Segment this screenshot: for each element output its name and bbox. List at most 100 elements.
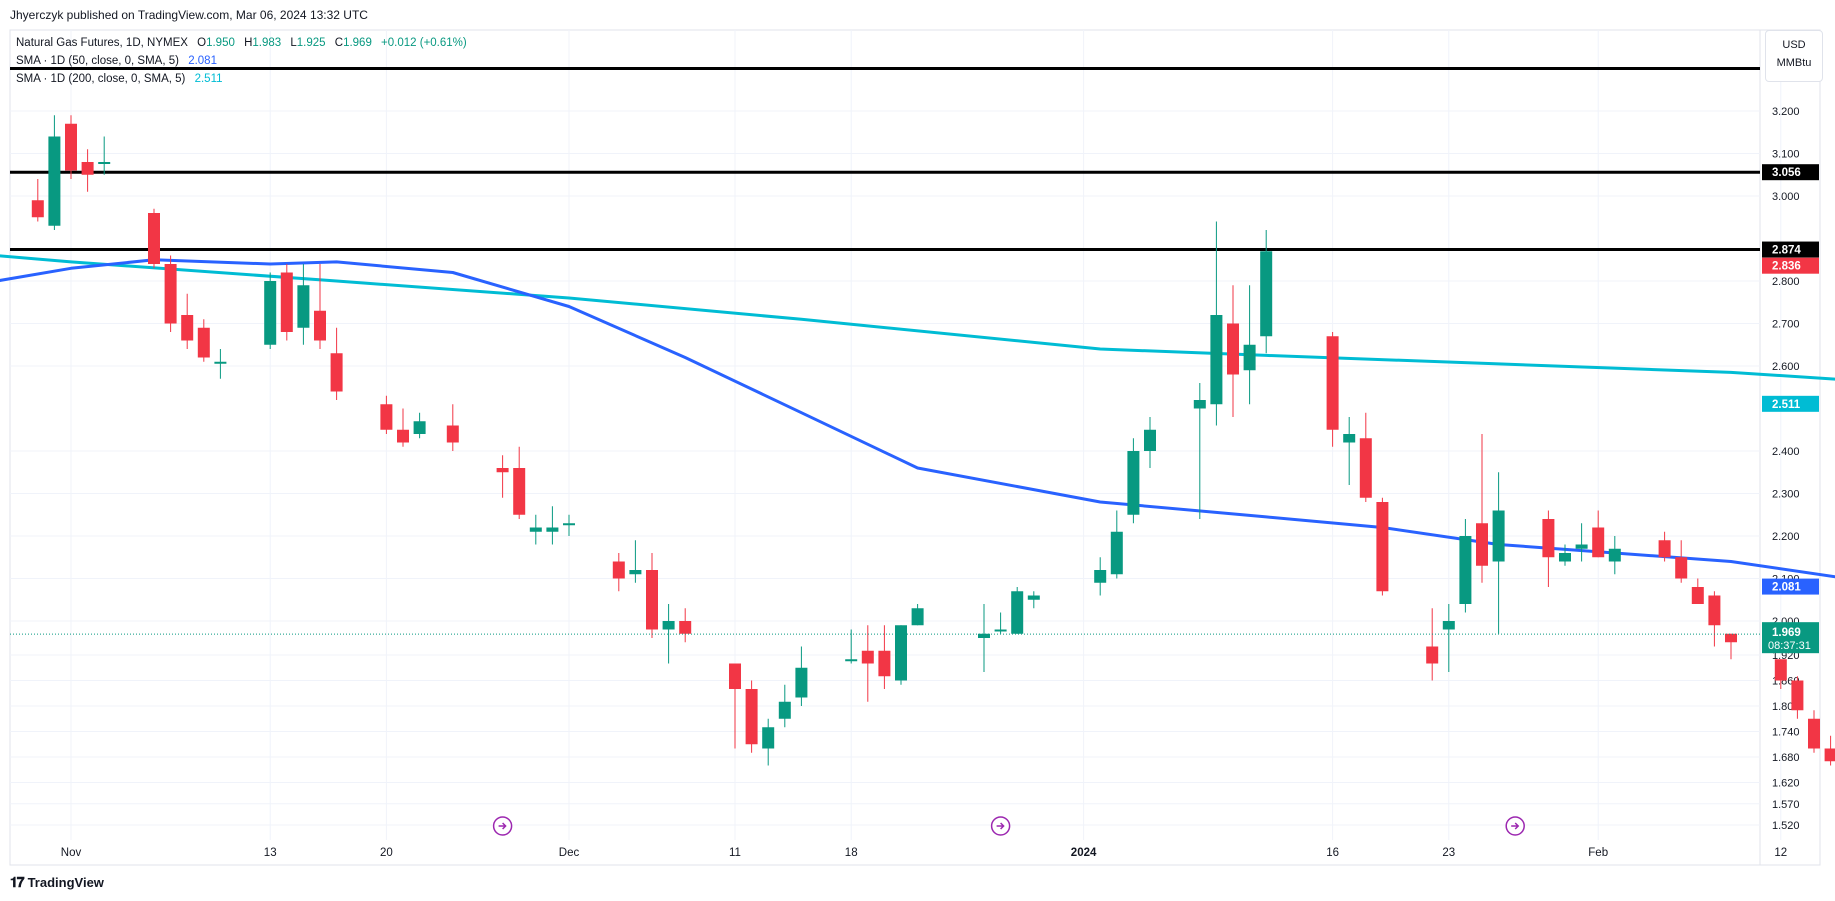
candle-body[interactable] [214,361,227,364]
candle-body[interactable] [1359,438,1372,498]
candle-body[interactable] [563,523,575,526]
candle-body[interactable] [1326,336,1339,430]
candle-body[interactable] [861,650,874,664]
candle-body[interactable] [1575,544,1588,549]
candle-body[interactable] [1774,659,1787,681]
candle-body[interactable] [612,561,625,579]
candle-body[interactable] [1476,523,1488,566]
candle-body[interactable] [978,633,990,638]
candle-body[interactable] [1691,587,1704,604]
candle-body[interactable] [1442,621,1455,630]
candle-body[interactable] [895,625,907,681]
candle-body[interactable] [662,621,675,630]
candle-body[interactable] [745,689,758,745]
candle-body[interactable] [48,136,61,226]
sma200-row[interactable]: SMA · 1D (200, close, 0, SMA, 5) 2.511 [16,70,473,88]
candle-body[interactable] [679,621,692,634]
candle-body[interactable] [1426,646,1439,664]
candle-body[interactable] [1260,251,1273,337]
price-change: +0.012 (+0.61%) [381,37,467,49]
candle-body[interactable] [446,425,459,443]
candle-body[interactable] [1592,527,1605,558]
tradingview-brand[interactable]: 𝟏𝟕 TradingView [10,874,104,891]
chart-legend: Natural Gas Futures, 1D, NYMEX O1.950 H1… [16,34,473,88]
sma50-value: 2.081 [188,55,217,67]
candle-body[interactable] [1376,502,1389,592]
candle-body[interactable] [1144,429,1156,451]
candle-body[interactable] [1343,434,1356,443]
last-price-text: 1.969 [1772,627,1801,639]
sma200-line[interactable] [0,253,1835,403]
sma50-label: SMA · 1D (50, close, 0, SMA, 5) [16,55,179,67]
candle-body[interactable] [878,650,891,677]
ohlc-high: H1.983 [244,37,282,49]
candle-body[interactable] [164,264,177,324]
candle-body[interactable] [1808,718,1820,749]
candle-body[interactable] [397,429,409,443]
candle-body[interactable] [1094,570,1107,583]
candle-body[interactable] [1824,748,1835,762]
candle-body[interactable] [65,123,77,171]
measure-label: MMBtu [1776,57,1812,69]
candle-body[interactable] [297,285,310,328]
candle-body[interactable] [1492,510,1505,562]
sma50-line[interactable] [0,258,1835,587]
candle-body[interactable] [1725,633,1737,643]
candle-body[interactable] [197,327,210,358]
candle-body[interactable] [264,281,277,345]
ohlc-close: C1.969 [334,37,372,49]
candle-body[interactable] [98,162,111,164]
candle-body[interactable] [546,527,559,532]
candle-body[interactable] [529,527,542,532]
ohlc-low: L1.925 [290,37,326,49]
candle-body[interactable] [1193,400,1206,409]
candle-body[interactable] [1608,548,1621,562]
candle-body[interactable] [413,421,426,434]
candle-body[interactable] [911,608,924,626]
candle-body[interactable] [646,570,658,630]
candle-body[interactable] [729,663,741,690]
candle-body[interactable] [31,200,44,218]
candle-body[interactable] [148,213,160,264]
x-tick-label: 11 [729,847,741,859]
x-tick-label: Dec [559,847,580,859]
price-chart[interactable]: 3.200 3.100 3.000 2.800 2.700 2.600 2.400 2.300… [0,0,1835,870]
candle-body[interactable] [994,629,1007,632]
sma50-row[interactable]: SMA · 1D (50, close, 0, SMA, 5) 2.081 [16,52,473,70]
candle-body[interactable] [1127,451,1140,515]
ohlc-open: O1.950 [197,37,235,49]
candle-body[interactable] [1658,540,1671,558]
candle-body[interactable] [1559,553,1571,562]
candle-body[interactable] [1243,344,1256,371]
x-tick-label: 2024 [1071,847,1097,859]
candle-body[interactable] [496,468,509,473]
candle-body[interactable] [1110,531,1123,575]
candle-body[interactable] [1011,591,1024,634]
price-label-text: 2.836 [1772,261,1801,273]
candle-body[interactable] [1542,519,1555,558]
candle-body[interactable] [1210,315,1223,405]
symbol-name[interactable]: Natural Gas Futures, 1D, NYMEX [16,37,188,49]
candle-body[interactable] [330,353,343,392]
candle-body[interactable] [629,570,642,575]
candle-body[interactable] [314,310,326,341]
candle-body[interactable] [845,659,858,662]
x-tick-label: 20 [380,847,393,859]
candle-body[interactable] [380,404,393,430]
candle-body[interactable] [1708,595,1721,626]
candle-body[interactable] [1675,557,1688,579]
candle-body[interactable] [81,162,94,175]
candle-body[interactable] [1459,536,1472,604]
currency-unit-selector[interactable]: USD MMBtu [1765,30,1823,82]
candle-body[interactable] [1027,595,1040,600]
candle-body[interactable] [1791,680,1804,711]
candle-body[interactable] [762,727,775,749]
candle-body[interactable] [778,701,791,719]
candle-body[interactable] [1227,323,1239,375]
x-tick-label: 12 [1774,847,1787,859]
x-tick-label: 18 [845,847,858,859]
candle-body[interactable] [280,272,293,333]
candle-body[interactable] [513,468,526,515]
candle-body[interactable] [795,667,808,698]
candle-body[interactable] [181,315,194,341]
